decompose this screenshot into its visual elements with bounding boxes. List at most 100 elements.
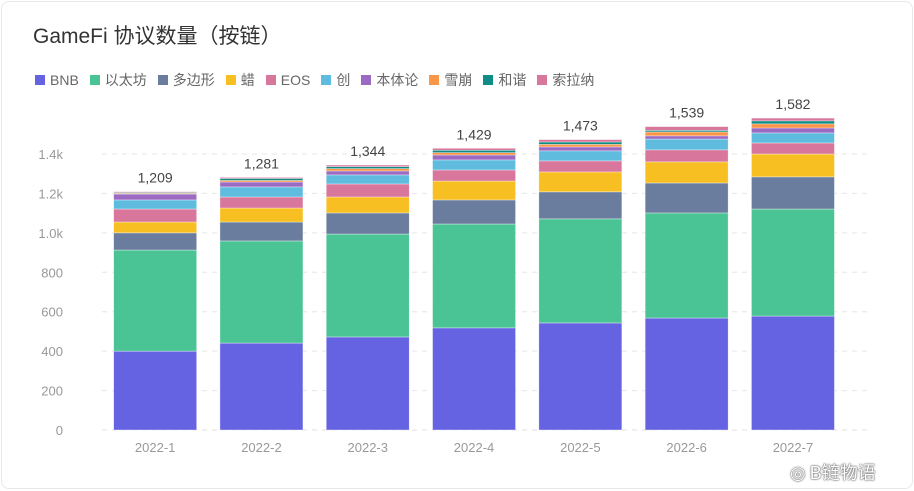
bar-segment [432,169,516,182]
bar-segment [325,164,410,167]
bar-segment [325,212,410,235]
bar-segment [432,149,516,153]
legend-item[interactable]: EOS [265,70,311,90]
total-label: 1,473 [563,118,598,134]
bar-segment [113,350,197,431]
bar-segment [325,168,410,172]
total-label: 1,209 [138,170,173,186]
legend-swatch [321,75,332,85]
x-tick-label: 2022-2 [241,440,281,455]
bar-segment [538,146,623,152]
bar-segment [219,196,304,209]
bar-segment [113,191,197,193]
legend-label: 索拉纳 [552,72,595,88]
legend-swatch [89,75,100,85]
bar-segment [325,196,410,214]
x-tick-label: 2022-6 [666,440,706,455]
bar-segment [219,240,304,344]
bar-segment [219,181,304,188]
legend-swatch [429,75,440,85]
y-tick-label: 1.0k [38,226,63,241]
bar-segment [538,144,623,148]
bar-segment [538,218,623,324]
bar-segment [644,138,729,151]
bar-segment [751,117,835,122]
bar-segment [432,159,516,171]
total-label: 1,281 [244,155,279,171]
y-tick-label: 200 [41,384,63,399]
legend-item[interactable]: 多边形 [157,70,215,90]
bar-segment [538,139,623,143]
watermark-text: B链物语 [809,463,876,483]
wechat-icon: ◎ [790,463,806,483]
bar-segment [751,315,835,431]
x-tick-label: 2022-7 [773,440,813,455]
x-tick-label: 2022-4 [454,440,494,455]
bar-segment [219,342,304,431]
bar-segment [219,177,304,179]
legend-label: 本体论 [376,72,419,88]
watermark: ◎ B链物语 [790,463,876,483]
y-tick-label: 400 [41,344,63,359]
legend-swatch [157,75,168,85]
bar-segment [113,208,197,223]
legend-swatch [361,75,372,85]
bar-segment [113,232,197,251]
bar-segment [538,322,623,431]
legend-item[interactable]: 和谐 [483,70,526,90]
bar-segment [644,317,729,431]
bar-segment [644,131,729,137]
bar-segment [432,180,516,201]
legend-label: BNB [50,72,79,88]
legend-label: EOS [280,72,311,88]
legend-label: 和谐 [498,72,527,88]
bar-segment [644,161,729,184]
total-label: 1,539 [669,105,704,121]
bar-segment [432,327,516,431]
bar-segment [538,141,623,145]
legend-label: 蜡 [240,72,255,88]
bar-segment [432,199,516,225]
bar-segment [113,221,197,234]
x-tick-label: 2022-5 [560,440,600,455]
bar-segment [644,182,729,214]
legend: BNB 以太坊 多边形 蜡 EOS 创 本体论 雪崩 和谐 索拉纳 [35,70,605,90]
bar-segment [219,186,304,198]
bar-segment [325,336,410,431]
bar-segment [113,249,197,352]
legend-item[interactable]: 以太坊 [89,70,147,90]
legend-item[interactable]: 蜡 [225,70,255,90]
legend-label: 以太坊 [104,72,147,88]
bar-segment [538,160,623,173]
bar-segment [644,149,729,163]
legend-swatch [35,75,45,85]
bar-segment [538,191,623,220]
legend-item[interactable]: BNB [35,70,79,90]
x-tick-label: 2022-3 [348,440,388,455]
y-tick-label: 1.2k [38,186,63,201]
legend-item[interactable]: 创 [321,70,350,90]
bar-segment [751,123,835,129]
legend-label: 创 [336,72,351,88]
bar-segment [751,153,835,178]
legend-item[interactable]: 索拉纳 [537,70,594,90]
y-tick-label: 600 [41,305,63,320]
y-tick-label: 1.4k [38,147,63,162]
bar-segment [325,170,410,176]
legend-item[interactable]: 雪崩 [429,70,472,90]
legend-item[interactable]: 本体论 [361,70,418,90]
bar-segment [325,174,410,185]
bar-segment [751,132,835,144]
bar-segment [113,193,197,201]
bar-segment [751,142,835,155]
bar-segment [432,223,516,329]
legend-swatch [483,75,494,85]
bar-segment [113,199,197,210]
bar-segment [751,127,835,134]
legend-label: 多边形 [172,72,215,88]
bar-segment [751,176,835,210]
x-tick-label: 2022-1 [135,440,175,455]
bar-segment [644,126,729,131]
bar-segment [644,212,729,319]
